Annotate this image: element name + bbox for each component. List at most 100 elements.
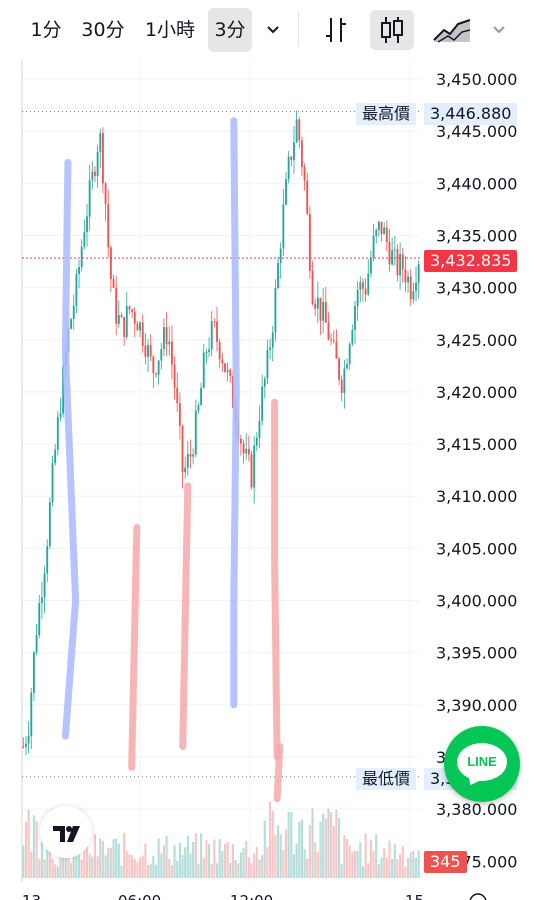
candle-body	[80, 246, 83, 268]
volume-bar	[388, 840, 391, 878]
volume-bar	[369, 839, 372, 878]
volume-bar	[178, 842, 181, 878]
volume-bar	[351, 851, 354, 878]
volume-bar	[205, 839, 208, 878]
volume-bar	[258, 859, 261, 878]
candle-body	[197, 405, 200, 411]
candle-body	[218, 341, 221, 360]
candle-body	[56, 417, 59, 450]
volume-bar	[43, 859, 46, 878]
candle-body	[319, 297, 322, 321]
candle-body	[293, 142, 295, 161]
candle-body	[308, 213, 311, 272]
candle-body	[266, 349, 269, 379]
volume-bar	[96, 856, 99, 878]
volume-bar	[197, 864, 200, 878]
candle-body	[247, 448, 250, 455]
candle-body	[354, 306, 356, 330]
candle-body	[409, 276, 412, 300]
candle-body	[155, 373, 157, 375]
volume-bar	[123, 832, 126, 878]
volume-bar	[343, 835, 346, 878]
candle-body	[163, 327, 165, 349]
volume-bar	[290, 812, 293, 878]
candle-body	[303, 167, 306, 181]
volume-bar	[401, 845, 404, 878]
volume-bar	[319, 821, 322, 878]
volume-bar	[54, 864, 57, 878]
volume-bar	[107, 847, 110, 878]
candle-body	[250, 454, 253, 488]
interval-1hour-button[interactable]: 1小時	[144, 19, 196, 41]
volume-bar	[210, 864, 213, 878]
volume-bar	[149, 864, 152, 878]
candle-body	[253, 445, 256, 488]
volume-bar	[255, 846, 258, 878]
volume-bar	[385, 857, 388, 878]
candle-body	[86, 216, 88, 233]
candle-body	[131, 309, 134, 313]
volume-bar	[24, 821, 28, 878]
volume-bar	[162, 845, 166, 878]
interval-dropdown-chevron-down-icon[interactable]	[252, 10, 296, 50]
candle-body	[401, 254, 404, 270]
volume-bar	[359, 841, 362, 878]
volume-bar	[104, 855, 107, 878]
volume-bar	[157, 838, 160, 878]
volume-bar	[261, 855, 264, 878]
candle-body	[125, 306, 128, 337]
volume-bar	[91, 856, 94, 878]
volume-bar	[223, 843, 227, 878]
volume-bar	[242, 848, 245, 878]
interval-1min-button[interactable]: 1分	[30, 19, 62, 41]
volume-bar	[345, 838, 349, 878]
price-tick-label: 3,390.000	[436, 696, 517, 715]
candle-body	[178, 403, 181, 426]
chart-type-dropdown-chevron-down-icon[interactable]	[478, 10, 522, 50]
candle-body	[213, 321, 216, 323]
interval-3min-button[interactable]: 3分	[208, 8, 252, 52]
candlestick-icon[interactable]	[370, 10, 414, 50]
candle-body	[380, 221, 383, 235]
volume-bar	[77, 833, 81, 878]
candle-body	[62, 365, 65, 414]
volume-bar	[168, 858, 171, 878]
interval-30min-button[interactable]: 30分	[81, 19, 125, 41]
volume-bar	[282, 849, 285, 878]
volume-bar	[72, 849, 75, 878]
volume-bar	[186, 835, 189, 878]
tradingview-logo[interactable]	[40, 806, 92, 858]
volume-bar	[115, 838, 118, 878]
candle-body	[290, 156, 293, 161]
toolbar-divider	[298, 12, 299, 46]
settings-gear-icon	[469, 893, 487, 900]
area-chart-icon[interactable]	[430, 10, 474, 50]
price-chart[interactable]: 3,450.000 3,445.000 3,440.000 3,435.000 3,43…	[0, 60, 551, 900]
volume-bar	[361, 866, 365, 878]
candle-body	[136, 323, 139, 331]
candle-body	[22, 746, 25, 748]
volume-bar	[372, 851, 375, 878]
candle-body	[226, 369, 229, 372]
candle-body	[75, 274, 78, 306]
candle-body	[104, 183, 107, 205]
volume-bar	[83, 843, 86, 878]
candle-body	[224, 363, 226, 372]
candle-body	[189, 454, 192, 457]
candle-body	[170, 341, 173, 365]
volume-bar	[99, 838, 102, 878]
candle-body	[399, 254, 402, 276]
bar-chart-icon[interactable]	[314, 10, 358, 50]
line-share-button[interactable]: LINE	[444, 726, 520, 802]
candle-body	[258, 420, 261, 438]
volume-bar	[287, 811, 290, 878]
drawing-annotations	[61, 117, 284, 803]
candle-body	[176, 387, 179, 404]
time-tick-label: 06:00	[118, 892, 161, 900]
candle-body	[261, 386, 264, 421]
candle-body	[295, 119, 298, 143]
price-tick-label: 3,430.000	[436, 279, 517, 298]
price-tick-label: 3,435.000	[436, 226, 517, 245]
candle-body	[101, 133, 104, 184]
volume-bar	[221, 851, 224, 878]
